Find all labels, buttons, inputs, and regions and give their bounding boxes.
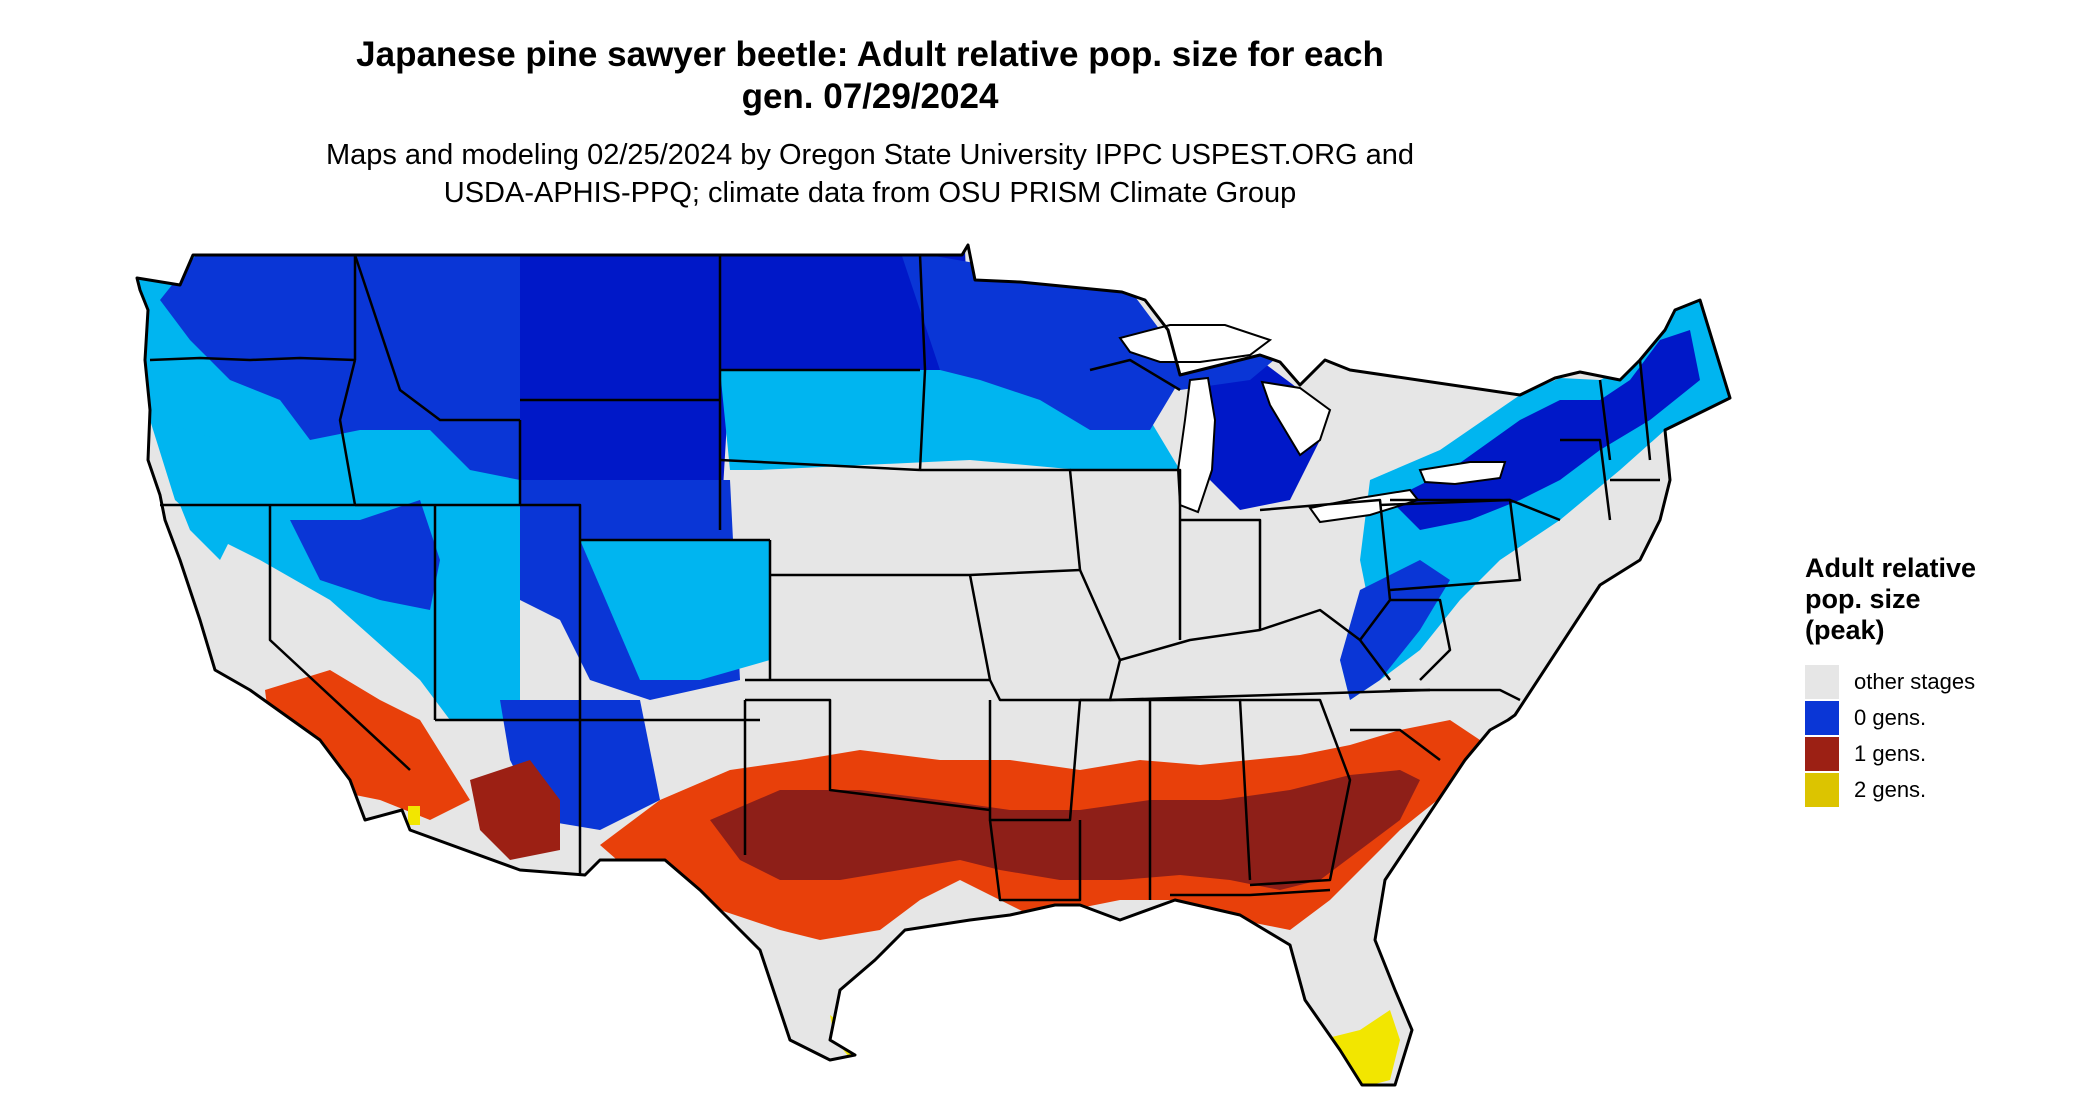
subtitle-line-2: USDA-APHIS-PPQ; climate data from OSU PR…: [443, 177, 1297, 209]
lake-michigan: [1176, 376, 1217, 514]
pa-border: [1379, 498, 1522, 592]
or-id-border: [338, 359, 357, 506]
wa-or-border: [149, 356, 356, 362]
great-lakes: [1118, 324, 1507, 524]
tn-border: [1109, 688, 1431, 702]
lake-huron: [1260, 380, 1332, 457]
nc-sc-border: [1350, 728, 1441, 761]
legend-label-0-gens: 0 gens.: [1854, 705, 1927, 730]
map-data-layer: [137, 245, 1730, 1085]
state-boundaries: [135, 243, 1732, 1087]
ca-nv-border: [268, 505, 411, 771]
fl-border: [1170, 888, 1331, 897]
legend-label-other-stages: other stages: [1854, 669, 1976, 694]
region-colorado-light: [580, 540, 770, 680]
ky-border: [1119, 608, 1391, 681]
legend-swatch-2-gens: [1805, 773, 1839, 807]
legend-item-2-gens: 2 gens.: [1805, 772, 2085, 808]
la-border: [988, 819, 1082, 902]
region-california-two-gen: [408, 806, 420, 825]
new-england-borders: [1560, 359, 1660, 521]
ia-border: [920, 468, 1082, 577]
legend-label-2-gens: 2 gens.: [1854, 777, 1927, 802]
wv-va-border: [1390, 598, 1452, 681]
region-appalachian-blue: [1340, 560, 1450, 700]
wi-mi-border: [1089, 358, 1181, 392]
region-arizona-one-gen: [470, 760, 560, 860]
legend-swatch-other-stages: [1805, 665, 1839, 699]
legend-item-1-gens: 1 gens.: [1805, 736, 2085, 772]
il-border: [1070, 468, 1182, 640]
id-mt-border: [353, 254, 520, 422]
legend-title-line-3: (peak): [1805, 615, 1885, 645]
in-border: [1180, 518, 1262, 630]
mn-dakota-border: [918, 254, 927, 471]
region-north-central-dark: [520, 250, 970, 540]
va-nc-border: [1390, 688, 1521, 702]
legend-title-line-1: Adult relative: [1805, 553, 1977, 583]
ok-tx-border: [745, 698, 991, 812]
region-southwest-one-gen: [265, 670, 470, 820]
region-south-one-gen-dark: [710, 770, 1420, 890]
lake-superior: [1118, 324, 1273, 363]
region-nevada-blue: [290, 500, 440, 610]
legend-title-line-2: pop. size: [1805, 584, 1921, 614]
oh-border: [1259, 498, 1392, 641]
legend-swatch-1-gens: [1805, 737, 1839, 771]
title-line-1: Japanese pine sawyer beetle: Adult relat…: [356, 35, 1384, 74]
subtitle-line-1: Maps and modeling 02/25/2024 by Oregon S…: [325, 139, 1415, 171]
mo-border: [968, 569, 1122, 702]
map-subtitle: Maps and modeling 02/25/2024 by Oregon S…: [180, 136, 1560, 212]
legend-swatch-0-gens: [1805, 701, 1839, 735]
legend-label-1-gens: 1 gens.: [1854, 741, 1927, 766]
ga-border: [1240, 698, 1352, 887]
ut-wy-border: [520, 503, 582, 540]
region-west-zero-gens-dark: [160, 250, 520, 480]
title-line-2: gen. 07/29/2024: [741, 77, 999, 116]
ny-border: [1390, 498, 1561, 522]
map-legend: Adult relative pop. size (peak) other st…: [1805, 553, 2085, 808]
region-minnesota-wisconsin-blue: [900, 250, 1180, 430]
sd-ne-border: [719, 458, 921, 472]
legend-item-other-stages: other stages: [1805, 664, 2085, 700]
ar-border: [988, 699, 1082, 822]
legend-title: Adult relative pop. size (peak): [1805, 553, 2085, 646]
lake-ontario: [1418, 461, 1507, 486]
us-outline: [135, 243, 1732, 1087]
map-title: Japanese pine sawyer beetle: Adult relat…: [180, 34, 1560, 118]
region-california-light: [155, 420, 240, 560]
legend-item-0-gens: 0 gens.: [1805, 700, 2085, 736]
